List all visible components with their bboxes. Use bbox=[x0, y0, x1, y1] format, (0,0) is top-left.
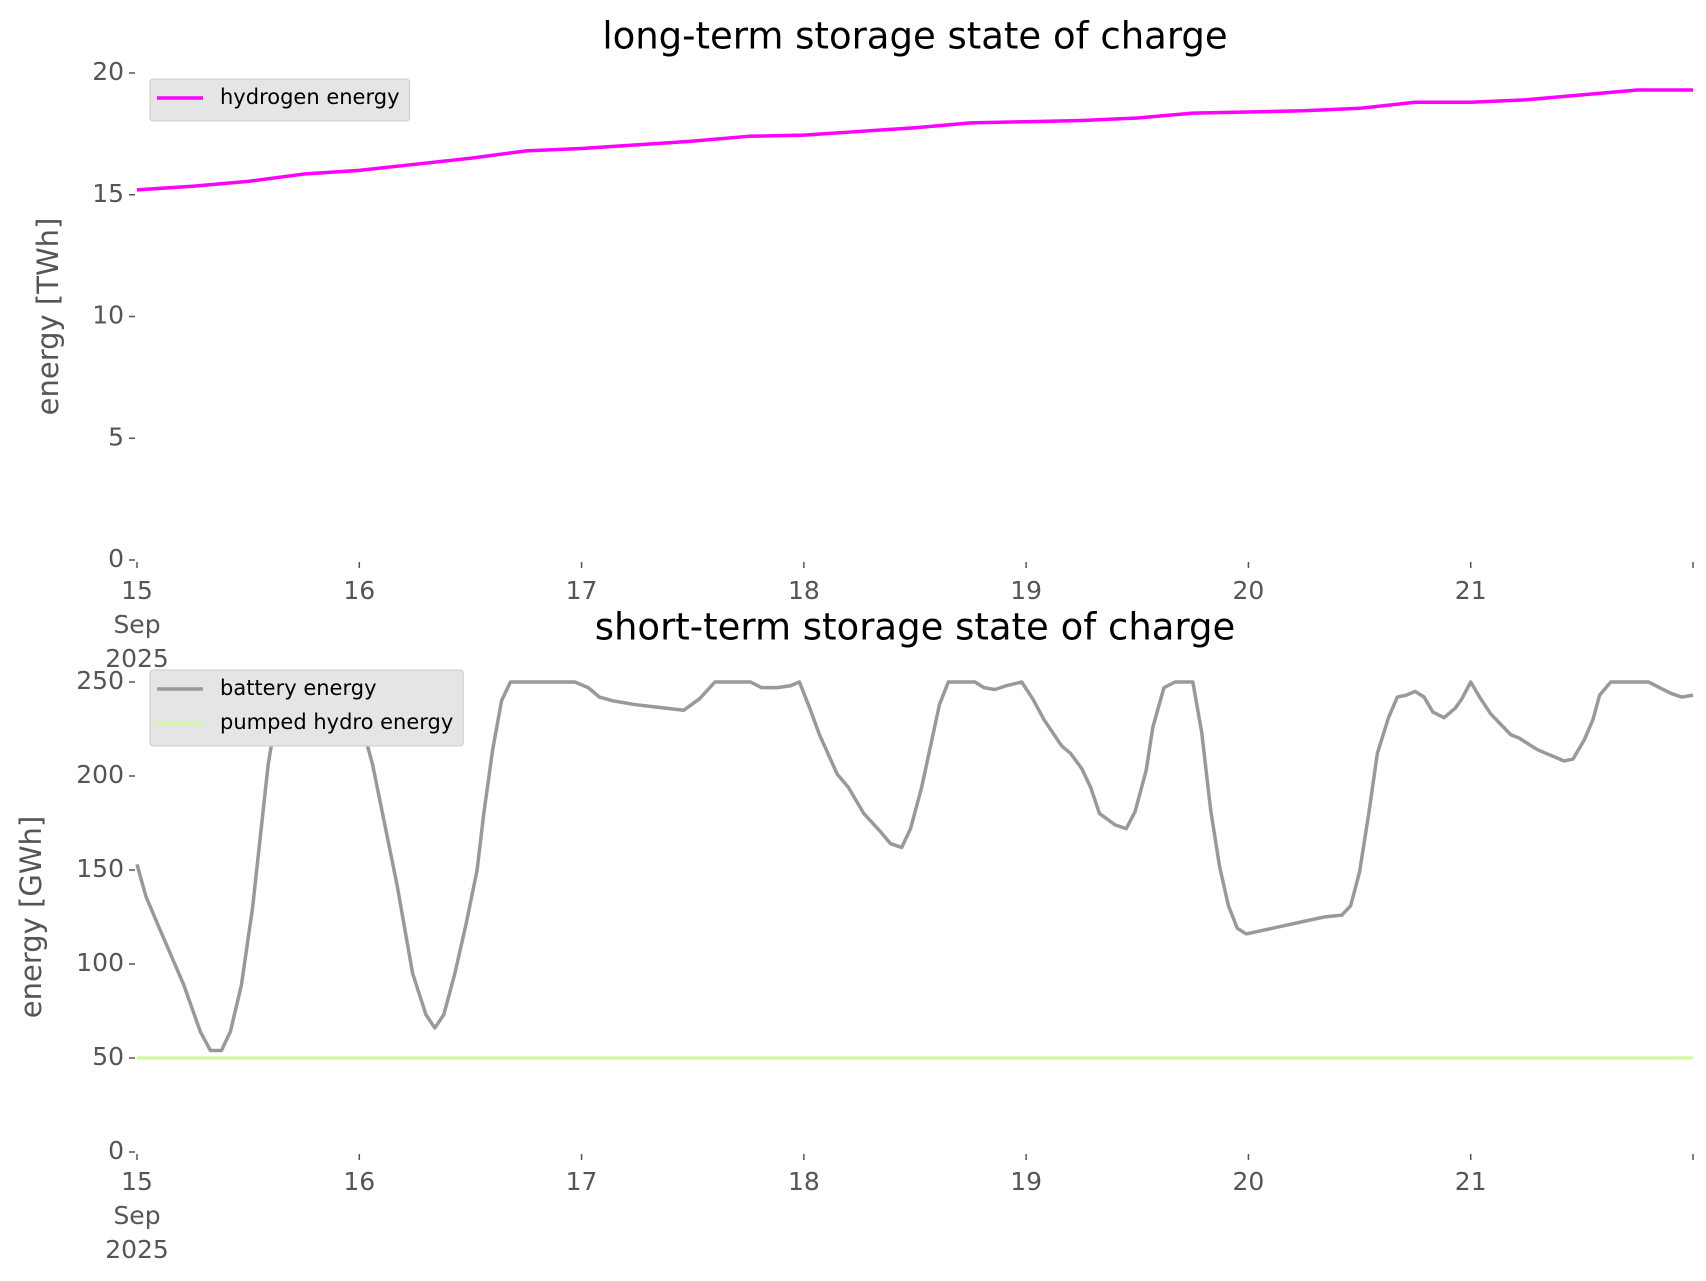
x-tick-label: 15 Sep 2025 bbox=[105, 576, 169, 673]
x-tick-label: 16 bbox=[343, 576, 375, 605]
y-axis-label: energy [TWh] bbox=[31, 218, 65, 416]
x-tick-label: 21 bbox=[1455, 1167, 1487, 1196]
series-line bbox=[136, 88, 1693, 192]
y-tick-label: 250 bbox=[76, 666, 124, 695]
x-tick-label: 17 bbox=[566, 576, 598, 605]
legend: battery energy pumped hydro energy bbox=[149, 669, 464, 747]
legend: hydrogen energy bbox=[149, 78, 410, 122]
x-tick-label: 18 bbox=[788, 576, 820, 605]
y-tick-label: 5 bbox=[108, 422, 124, 451]
legend-box bbox=[149, 78, 410, 122]
x-tick-label: 18 bbox=[788, 1167, 820, 1196]
legend-label: pumped hydro energy bbox=[220, 710, 453, 734]
y-tick-label: 10 bbox=[92, 301, 124, 330]
y-tick-label: 150 bbox=[76, 854, 124, 883]
y-tick-label: 20 bbox=[92, 57, 124, 86]
x-tick-label: 16 bbox=[343, 1167, 375, 1196]
x-tick-label: 19 bbox=[1010, 1167, 1042, 1196]
x-tick-label: 19 bbox=[1010, 576, 1042, 605]
chart-title: short-term storage state of charge bbox=[595, 606, 1236, 649]
y-tick-label: 0 bbox=[108, 1136, 124, 1165]
x-tick-label: 17 bbox=[566, 1167, 598, 1196]
y-tick-label: 200 bbox=[76, 760, 124, 789]
legend-box bbox=[149, 669, 464, 747]
y-tick-label: 15 bbox=[92, 179, 124, 208]
series-line bbox=[135, 680, 1694, 1053]
legend-label: hydrogen energy bbox=[220, 85, 400, 109]
legend-label: battery energy bbox=[220, 676, 377, 700]
chart-title: long-term storage state of charge bbox=[602, 15, 1227, 58]
y-tick-label: 100 bbox=[76, 948, 124, 977]
x-tick-label: 20 bbox=[1233, 576, 1265, 605]
x-tick-label: 21 bbox=[1455, 576, 1487, 605]
y-tick-label: 0 bbox=[108, 544, 124, 573]
y-axis-label: energy [GWh] bbox=[14, 816, 48, 1018]
y-tick-label: 50 bbox=[92, 1042, 124, 1071]
x-tick-label: 20 bbox=[1233, 1167, 1265, 1196]
x-tick-label: 15 Sep 2025 bbox=[105, 1167, 169, 1264]
